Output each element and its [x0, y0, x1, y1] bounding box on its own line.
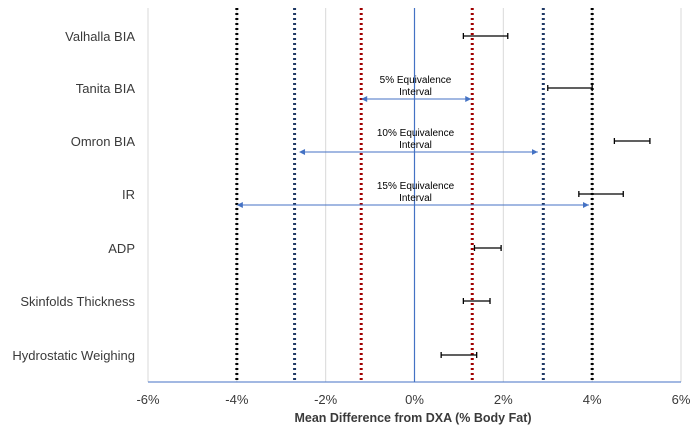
equivalence-label-line1: 15% Equivalence [377, 181, 455, 192]
interval-skinfolds-thickness [462, 298, 491, 304]
x-tick-label: 0% [405, 392, 424, 407]
labels: -6% -4% -2% 0% 2% 4% 6% Valhalla BIA Tanita BIA O… [12, 29, 690, 407]
x-tick-label: 4% [583, 392, 602, 407]
equivalence-label-line2: Interval [399, 140, 432, 151]
category-label: IR [122, 187, 135, 202]
x-tick-label: -2% [314, 392, 338, 407]
x-axis-title: Mean Difference from DXA (% Body Fat) [294, 411, 531, 425]
category-label: Tanita BIA [76, 81, 136, 96]
arrowhead-left [361, 96, 368, 102]
category-label: Omron BIA [71, 134, 136, 149]
interval-omron-bia [613, 138, 651, 144]
category-label: Hydrostatic Weighing [12, 348, 135, 363]
equivalence-label-line1: 10% Equivalence [377, 128, 455, 139]
equivalence-label-line2: Interval [399, 87, 432, 98]
equivalence-label-line1: 5% Equivalence [380, 75, 452, 86]
intervals [440, 33, 651, 358]
category-label: Skinfolds Thickness [20, 294, 135, 309]
interval-ir [578, 191, 624, 197]
interval-tanita-bia [547, 85, 593, 91]
interval-adp [473, 245, 502, 251]
interval-hydrostatic-weighing [440, 352, 478, 358]
category-label: ADP [108, 241, 135, 256]
arrowhead-left [236, 202, 243, 208]
equivalence-label-line2: Interval [399, 193, 432, 204]
x-tick-label: 6% [672, 392, 691, 407]
category-label: Valhalla BIA [65, 29, 135, 44]
x-tick-label: -4% [225, 392, 249, 407]
reference-lines [235, 8, 594, 382]
interval-valhalla-bia [462, 33, 509, 39]
x-tick-label: -6% [136, 392, 160, 407]
x-tick-label: 2% [494, 392, 513, 407]
arrowhead-left [299, 149, 306, 155]
